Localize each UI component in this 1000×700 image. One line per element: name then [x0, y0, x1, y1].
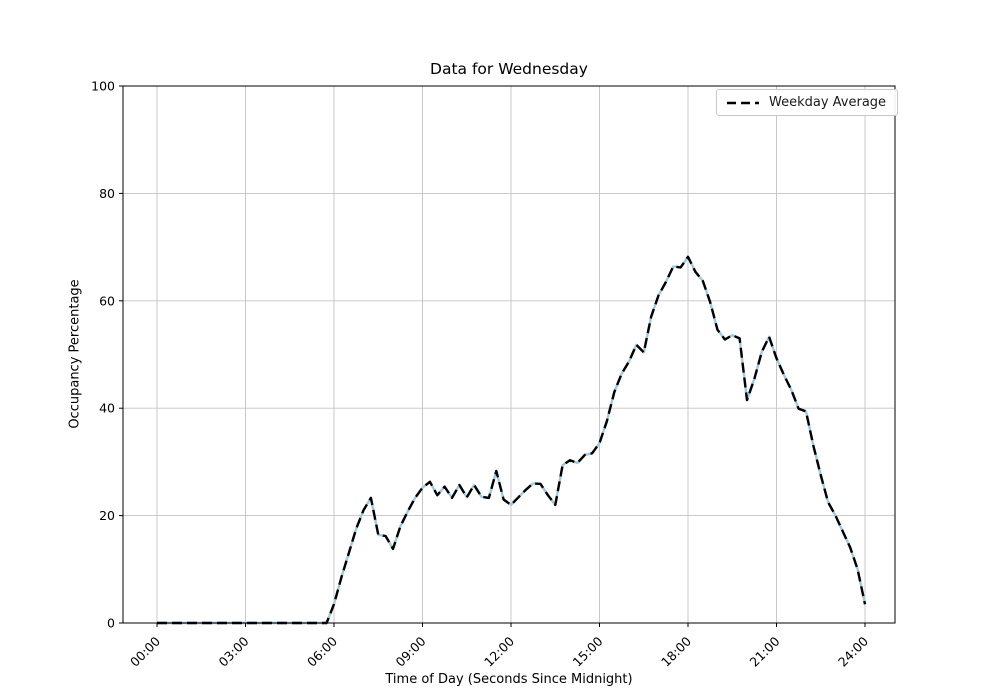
y-tick-label: 20 [99, 508, 115, 523]
legend-entry-label: Weekday Average [769, 95, 887, 110]
axis-layer: 00:00 03:00 06:00 09:00 12:00 15:00 18:00 21:00… [91, 79, 896, 670]
y-tick-label: 80 [99, 186, 115, 201]
series-weekday-average-line [157, 255, 867, 625]
x-tick-label: 09:00 [393, 633, 429, 669]
y-tick-label: 100 [91, 79, 115, 94]
y-tick-label: 40 [99, 401, 115, 416]
legend: Weekday Average [716, 89, 899, 116]
plot-border [122, 85, 896, 624]
x-axis-label: Time of Day (Seconds Since Midnight) [385, 672, 633, 687]
grid-layer [123, 85, 895, 624]
x-tick-label: 00:00 [127, 633, 163, 669]
x-tick-label: 03:00 [216, 633, 252, 669]
y-tick-label: 60 [99, 293, 115, 308]
legend-dashed-line-icon [727, 101, 759, 104]
y-tick-label: 0 [107, 616, 115, 631]
x-tick-label: 12:00 [481, 633, 517, 669]
x-tick-label: 15:00 [570, 633, 606, 669]
y-axis-label: Occupancy Percentage [67, 279, 83, 429]
x-tick-label: 18:00 [658, 633, 694, 669]
x-tick-label: 21:00 [747, 633, 783, 669]
x-tick-label: 24:00 [835, 633, 871, 669]
chart-title: Data for Wednesday [430, 60, 588, 78]
x-tick-label: 06:00 [304, 633, 340, 669]
